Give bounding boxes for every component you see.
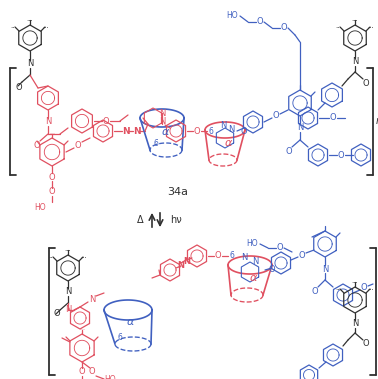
Text: O: O (312, 287, 318, 296)
Text: HO: HO (246, 238, 258, 247)
Text: N: N (297, 124, 303, 133)
Text: O: O (277, 243, 284, 252)
Text: 34a: 34a (167, 187, 189, 197)
Text: N: N (228, 125, 234, 135)
Text: N: N (183, 257, 191, 266)
Text: ...: ... (43, 23, 50, 29)
Text: O: O (281, 23, 287, 33)
Text: ...: ... (336, 285, 342, 291)
Text: 6: 6 (229, 252, 234, 260)
Text: ...: ... (368, 23, 374, 29)
Text: ...: ... (368, 285, 374, 291)
Text: ...: ... (11, 23, 17, 29)
Text: O: O (257, 17, 263, 27)
Text: HO: HO (34, 202, 46, 211)
Text: Δ: Δ (137, 215, 144, 225)
Text: 6: 6 (118, 334, 122, 343)
Text: HO: HO (104, 374, 116, 379)
Text: O: O (49, 172, 55, 182)
Text: O: O (34, 141, 40, 149)
Text: O: O (299, 251, 305, 260)
Text: O: O (363, 340, 369, 349)
Text: O: O (49, 188, 55, 196)
Text: O: O (241, 127, 247, 136)
Text: N: N (352, 58, 358, 66)
Text: O: O (79, 368, 85, 376)
Text: N: N (45, 117, 51, 127)
Text: O: O (338, 150, 344, 160)
Text: ...: ... (49, 130, 55, 136)
Text: ...: ... (352, 278, 358, 284)
Text: N: N (122, 127, 130, 136)
Text: HO: HO (226, 11, 238, 19)
Text: 6: 6 (209, 127, 214, 136)
Text: N: N (65, 305, 71, 315)
Text: N: N (65, 288, 71, 296)
Text: n: n (376, 116, 378, 126)
Text: O: O (361, 283, 367, 293)
Text: ...: ... (26, 16, 33, 22)
Text: N: N (89, 294, 95, 304)
Text: ...: ... (49, 253, 55, 259)
Text: O: O (103, 116, 109, 125)
Text: ...: ... (336, 23, 342, 29)
Text: N: N (241, 254, 247, 263)
Text: N: N (322, 265, 328, 274)
Text: O: O (194, 127, 200, 136)
Text: α: α (249, 273, 257, 283)
Text: N: N (252, 257, 258, 266)
Text: 6: 6 (153, 138, 158, 147)
Text: O: O (54, 310, 60, 318)
Text: ...: ... (79, 326, 85, 332)
Text: N: N (159, 110, 165, 119)
Text: O: O (286, 147, 292, 155)
Text: ...: ... (65, 246, 71, 252)
Text: O: O (269, 266, 275, 274)
Text: α: α (126, 317, 134, 327)
Text: N: N (352, 319, 358, 329)
Text: α: α (161, 127, 169, 137)
Text: O: O (363, 78, 369, 88)
Text: N: N (159, 116, 165, 125)
Text: O: O (273, 111, 279, 121)
Text: hν: hν (170, 215, 182, 225)
Text: α: α (224, 138, 232, 148)
Text: N: N (133, 127, 141, 136)
Text: N: N (178, 262, 184, 271)
Text: N: N (27, 60, 33, 69)
Text: O: O (89, 368, 95, 376)
Text: N: N (220, 121, 226, 130)
Text: O: O (330, 113, 336, 122)
Text: ...: ... (81, 253, 87, 259)
Text: ...: ... (352, 16, 358, 22)
Text: O: O (215, 252, 221, 260)
Text: O: O (16, 83, 22, 91)
Text: O: O (75, 141, 81, 149)
